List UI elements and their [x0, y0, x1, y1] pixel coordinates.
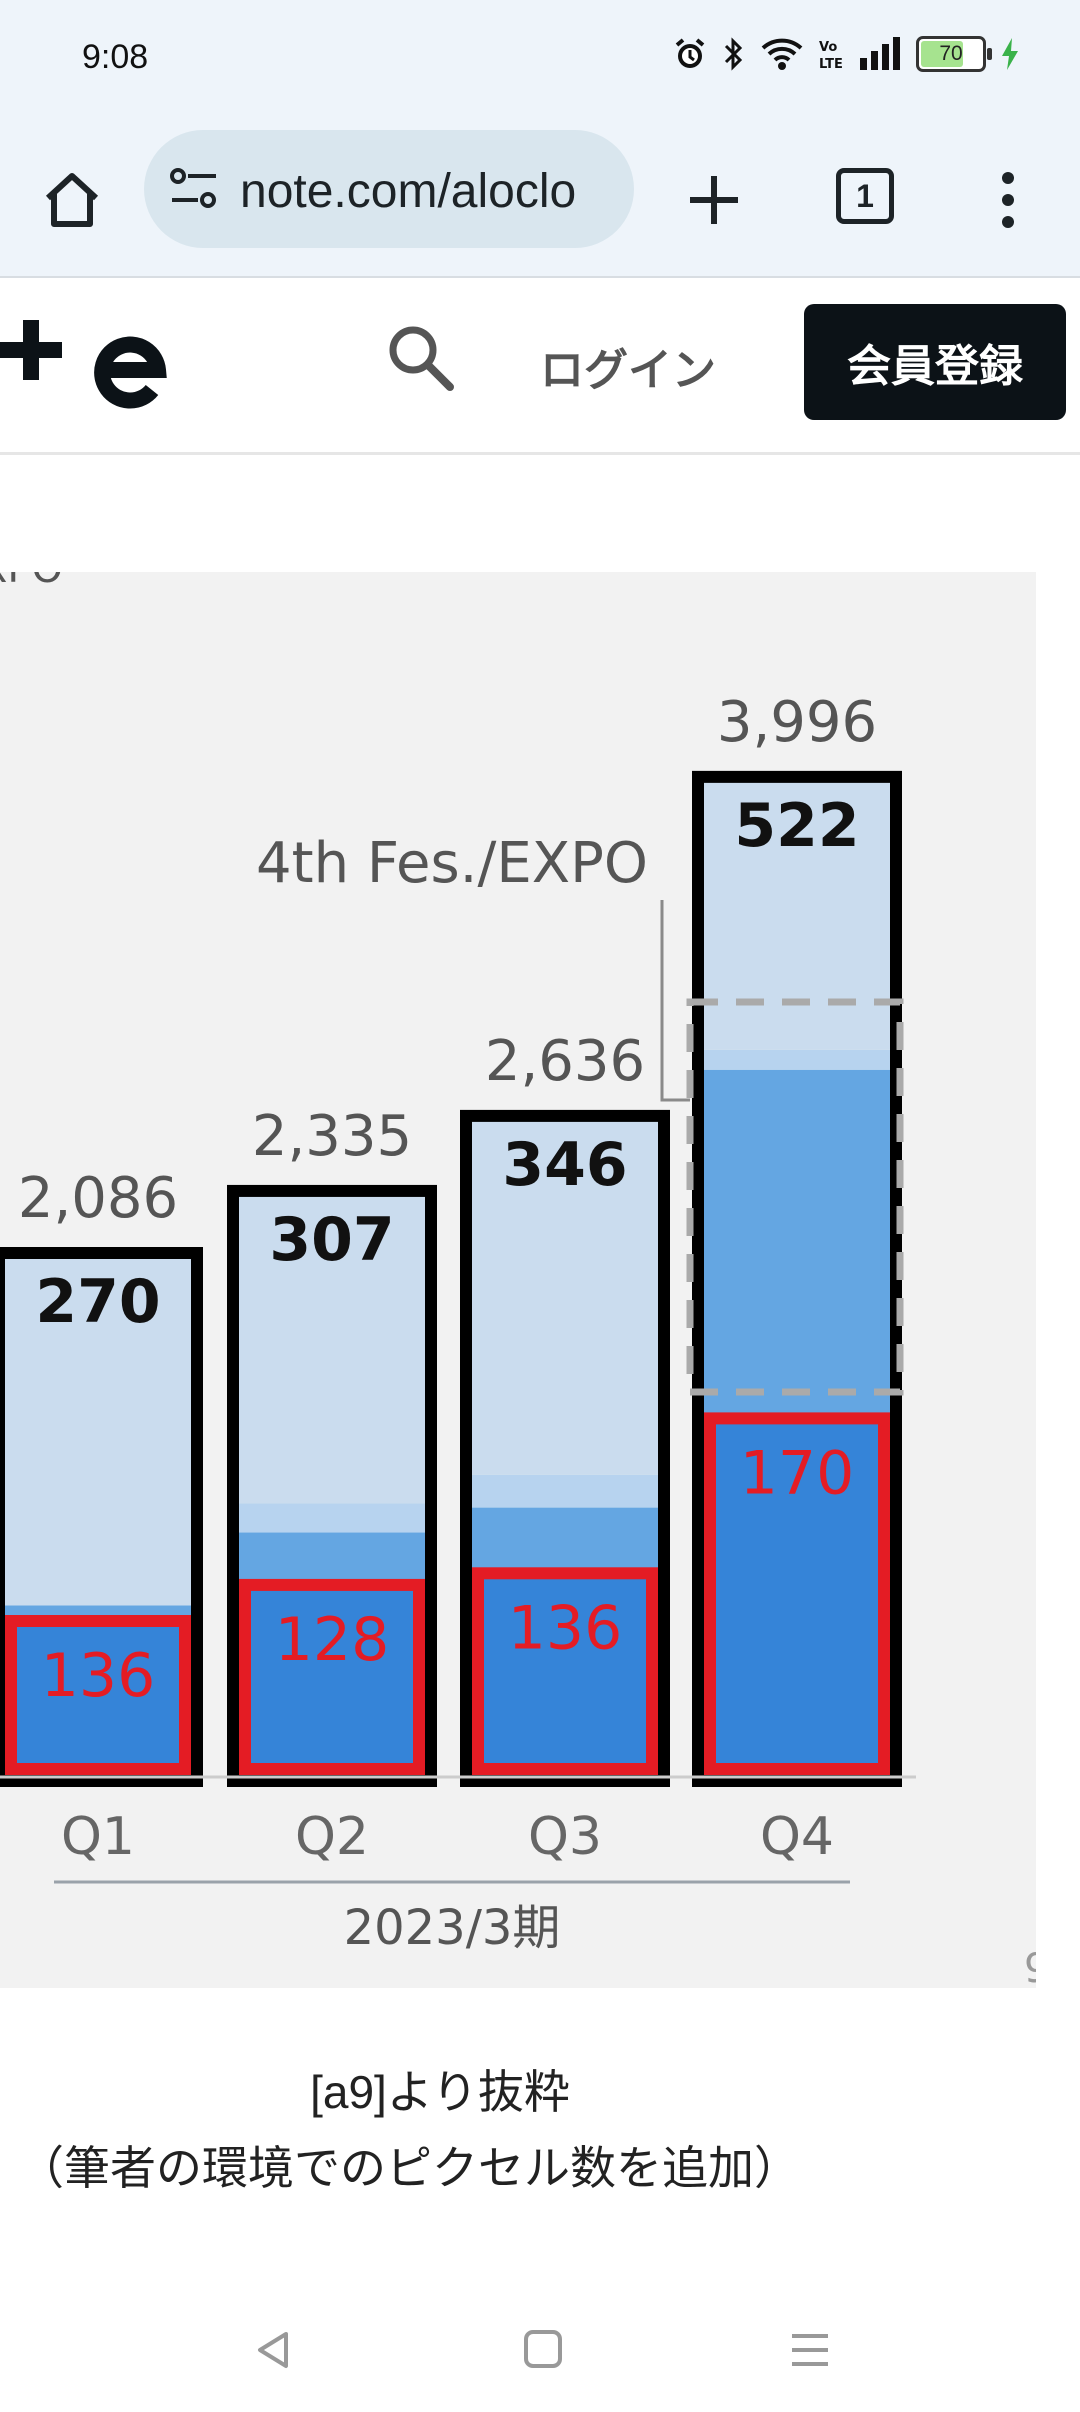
chart-figure: XPO 2,086 270 136 Q1 2,335 307 128 Q2 2,636 346 13… — [0, 546, 1049, 1992]
bar-segment — [237, 1532, 427, 1585]
plus-icon — [690, 176, 738, 224]
browser-menu-button[interactable] — [968, 160, 1048, 240]
bar-chart: XPO 2,086 270 136 Q1 2,335 307 128 Q2 2,636 346 13… — [0, 546, 1049, 1992]
pixel-value-label: 307 — [269, 1205, 394, 1275]
x-tick-label: Q1 — [61, 1807, 135, 1867]
pixel-value-label: 170 — [740, 1438, 855, 1508]
signal-icon — [860, 37, 900, 70]
total-label: 3,996 — [717, 690, 877, 755]
total-label: 2,086 — [18, 1166, 178, 1231]
system-nav-bar — [0, 2290, 1080, 2412]
highlight-box — [704, 1412, 890, 1775]
home-icon — [45, 173, 99, 227]
total-label: 2,636 — [485, 1029, 645, 1094]
address-bar[interactable]: note.com/aloclo — [144, 130, 634, 248]
pixel-value-label: 522 — [734, 791, 859, 861]
bar-segment — [3, 1257, 193, 1606]
battery-icon: 70 — [916, 36, 992, 72]
site-header: ログイン 会員登録 — [0, 278, 1080, 455]
period-label: 2023/3期 — [344, 1900, 561, 1956]
login-link[interactable]: ログイン — [540, 346, 716, 395]
highlight-box — [239, 1578, 425, 1775]
wifi-icon — [761, 38, 803, 70]
register-button[interactable]: 会員登録 — [804, 304, 1066, 420]
status-bar: 9:08 Vo LTE 70 — [0, 0, 1080, 120]
bluetooth-icon — [724, 37, 743, 71]
tab-switcher-button[interactable]: 1 — [836, 168, 894, 224]
bar-outline-box — [0, 1247, 203, 1787]
x-tick-label: Q3 — [528, 1807, 602, 1867]
bar-segment — [237, 1194, 427, 1504]
bar-segment — [237, 1584, 427, 1777]
note-logo[interactable] — [0, 318, 180, 428]
status-icons: Vo LTE 70 — [672, 36, 1020, 72]
bar-segment — [702, 1069, 892, 1419]
status-time: 9:08 — [82, 38, 149, 76]
annotation-label: 4th Fes./EXPO — [256, 831, 648, 896]
bar-outline-box — [227, 1184, 437, 1787]
menu-nav-icon[interactable] — [788, 2330, 832, 2370]
figure-caption-note: （筆者の環境でのピクセル数を追加） — [18, 2142, 800, 2194]
new-tab-button[interactable] — [674, 160, 754, 240]
highlight-box — [5, 1615, 191, 1775]
alarm-icon — [675, 38, 705, 68]
total-label: 2,335 — [252, 1104, 412, 1169]
site-settings-icon — [170, 168, 216, 208]
bar-segment — [3, 1621, 193, 1777]
figure-corner-mark: 9 — [1024, 1946, 1036, 1988]
battery-level: 70 — [939, 42, 963, 65]
figure-caption: [a9]より抜粋 — [310, 2066, 570, 2118]
svg-text:Vo: Vo — [819, 40, 837, 55]
home-nav-icon[interactable] — [522, 2328, 564, 2370]
bar-segment — [470, 1573, 660, 1777]
browser-toolbar: note.com/aloclo 1 — [0, 120, 1080, 278]
bar-segment — [470, 1474, 660, 1508]
pixel-value-label: 270 — [35, 1267, 160, 1337]
pixel-value-label: 136 — [508, 1593, 623, 1663]
charging-icon — [1002, 38, 1018, 70]
figure-partial-label: XPO — [0, 572, 63, 592]
fes-expo-annotation: 4th Fes./EXPO — [256, 831, 690, 1102]
more-vert-icon — [1002, 172, 1014, 228]
expo-dashed-box — [686, 998, 904, 1396]
search-icon[interactable] — [385, 322, 457, 394]
home-button[interactable] — [32, 160, 112, 240]
pixel-value-label: 128 — [275, 1605, 390, 1675]
pixel-value-label: 136 — [41, 1641, 156, 1711]
bar-segment — [470, 1507, 660, 1574]
bar-outline-box — [460, 1109, 670, 1787]
bar-segment — [470, 1119, 660, 1475]
x-tick-label: Q2 — [295, 1807, 369, 1867]
svg-text:LTE: LTE — [819, 57, 843, 72]
bar-segment — [237, 1503, 427, 1533]
highlight-box — [472, 1567, 658, 1775]
pixel-value-label: 346 — [502, 1130, 627, 1200]
volte-icon: Vo LTE — [819, 40, 843, 72]
back-icon[interactable] — [252, 2328, 296, 2372]
x-tick-label: Q4 — [760, 1807, 834, 1867]
bar-outline-box — [692, 770, 902, 1788]
bar-segment — [702, 1418, 892, 1777]
bar-segment — [702, 1049, 892, 1070]
url-text: note.com/aloclo — [240, 165, 577, 218]
